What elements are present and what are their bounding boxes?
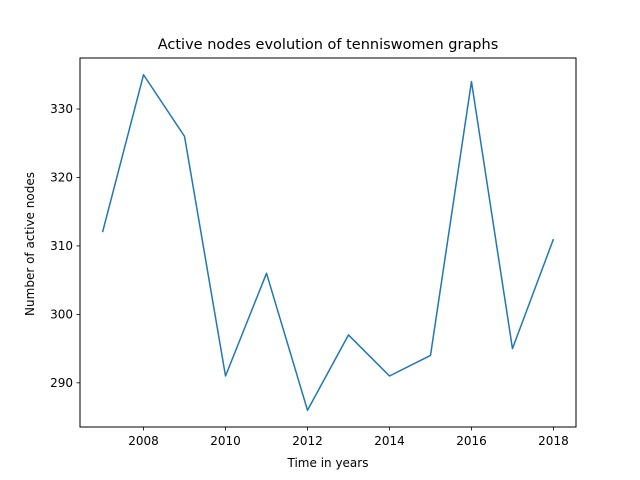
y-axis-title: Number of active nodes <box>23 172 37 316</box>
y-axis: 290 300 310 320 330 <box>50 102 80 390</box>
x-tick-label: 2014 <box>374 434 405 448</box>
x-tick-label: 2008 <box>128 434 159 448</box>
y-tick-label: 290 <box>50 376 73 390</box>
y-tick-label: 300 <box>50 307 73 321</box>
x-tick-label: 2016 <box>456 434 487 448</box>
y-tick-label: 330 <box>50 102 73 116</box>
x-tick-label: 2018 <box>538 434 569 448</box>
y-tick-label: 320 <box>50 170 73 184</box>
plot-frame <box>79 57 577 428</box>
plot-area <box>101 74 555 411</box>
y-tick-label: 310 <box>50 239 73 253</box>
x-tick-label: 2010 <box>210 434 241 448</box>
series-line-1 <box>101 74 555 411</box>
x-axis: 2008 2010 2012 2014 2016 2018 <box>128 427 569 448</box>
x-axis-title: Time in years <box>287 456 369 470</box>
chart-title: Active nodes evolution of tenniswomen gr… <box>158 37 499 53</box>
x-tick-label: 2012 <box>292 434 323 448</box>
